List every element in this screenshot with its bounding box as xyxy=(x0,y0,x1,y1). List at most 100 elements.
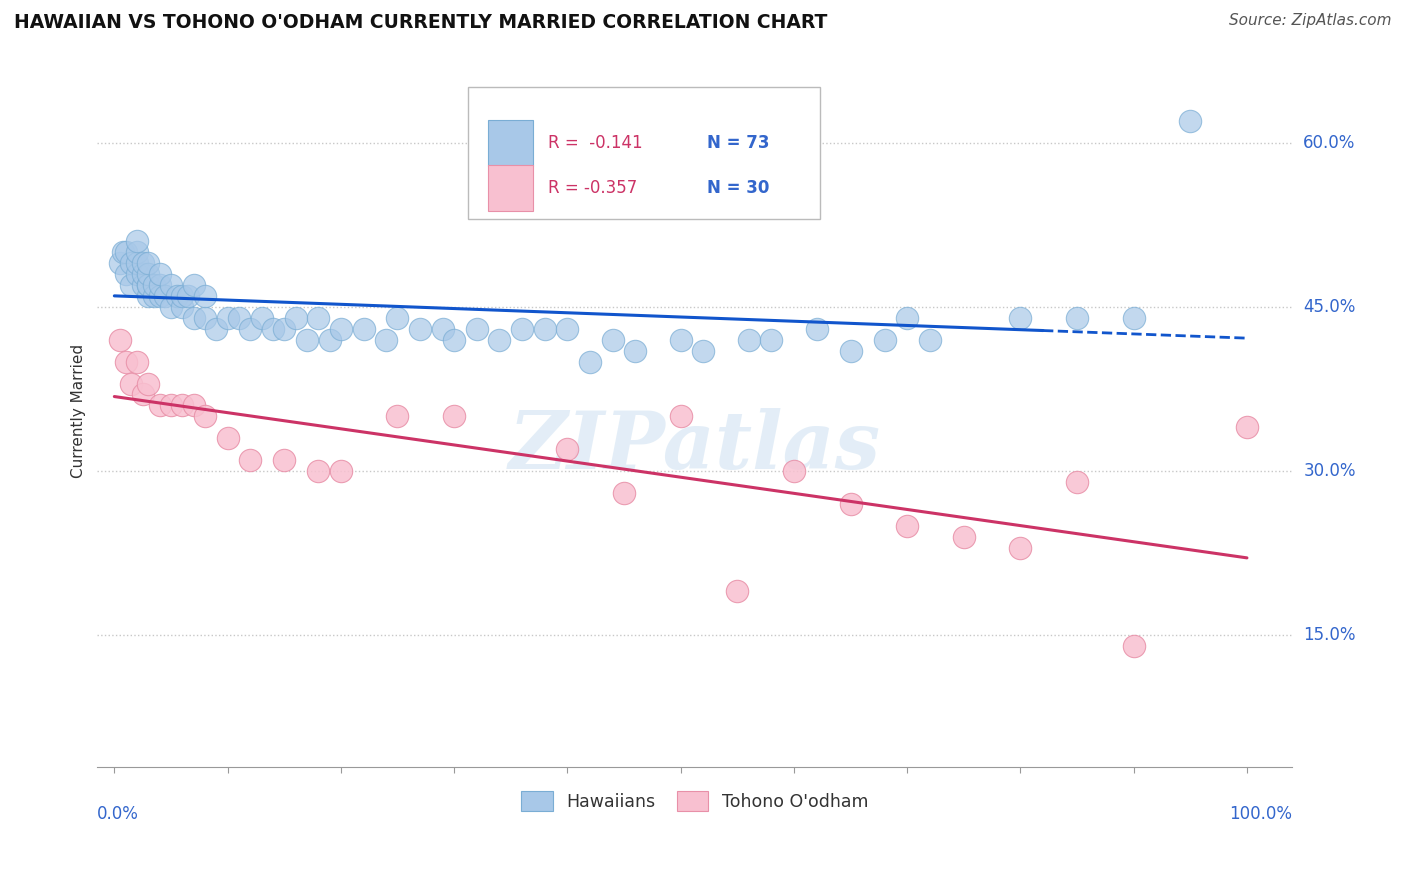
Point xyxy=(896,310,918,325)
Point xyxy=(1010,541,1032,555)
Point xyxy=(1122,639,1144,653)
Point xyxy=(125,245,148,260)
Point xyxy=(432,322,454,336)
Point xyxy=(918,333,941,347)
Point xyxy=(1122,310,1144,325)
Point xyxy=(131,256,153,270)
Text: R =  -0.141: R = -0.141 xyxy=(548,134,643,152)
Point xyxy=(160,300,183,314)
Point xyxy=(114,267,136,281)
Point xyxy=(143,277,166,292)
Point xyxy=(143,289,166,303)
Point xyxy=(183,310,205,325)
Point xyxy=(172,289,194,303)
Point xyxy=(273,322,295,336)
Point xyxy=(488,333,510,347)
Bar xyxy=(488,120,533,166)
Point xyxy=(1236,420,1258,434)
Point xyxy=(136,277,159,292)
Point xyxy=(131,277,153,292)
Point xyxy=(239,322,262,336)
Point xyxy=(228,310,250,325)
Point xyxy=(1180,113,1202,128)
Point xyxy=(284,310,307,325)
Point xyxy=(295,333,318,347)
Point xyxy=(510,322,533,336)
Point xyxy=(353,322,375,336)
Text: Source: ZipAtlas.com: Source: ZipAtlas.com xyxy=(1229,13,1392,29)
Point xyxy=(602,333,624,347)
Point xyxy=(557,442,579,457)
Point xyxy=(217,310,239,325)
Point xyxy=(194,409,217,424)
Point xyxy=(329,464,352,478)
Point xyxy=(273,453,295,467)
Point xyxy=(125,354,148,368)
Point xyxy=(160,277,183,292)
Text: 60.0%: 60.0% xyxy=(1303,134,1355,152)
Point xyxy=(783,464,806,478)
Point xyxy=(125,267,148,281)
Point xyxy=(307,310,329,325)
Point xyxy=(624,343,647,358)
Text: 30.0%: 30.0% xyxy=(1303,462,1355,480)
Point xyxy=(669,409,692,424)
Bar xyxy=(488,165,533,211)
Point xyxy=(155,289,177,303)
Point xyxy=(761,333,783,347)
Point xyxy=(149,289,172,303)
Text: 0.0%: 0.0% xyxy=(97,805,139,823)
Point xyxy=(725,584,748,599)
Point xyxy=(131,267,153,281)
Point xyxy=(1066,475,1088,489)
Point xyxy=(318,333,340,347)
Point xyxy=(1066,310,1088,325)
Point xyxy=(131,387,153,401)
Point xyxy=(149,398,172,412)
Point xyxy=(262,322,284,336)
Point xyxy=(125,256,148,270)
Point xyxy=(737,333,759,347)
Point xyxy=(409,322,432,336)
Y-axis label: Currently Married: Currently Married xyxy=(72,343,86,478)
Text: ZIPatlas: ZIPatlas xyxy=(509,408,880,485)
Point xyxy=(166,289,188,303)
Point xyxy=(1010,310,1032,325)
Point xyxy=(839,497,862,511)
Point xyxy=(194,310,217,325)
Point xyxy=(120,376,142,391)
Point xyxy=(465,322,488,336)
Point xyxy=(806,322,828,336)
Text: 100.0%: 100.0% xyxy=(1229,805,1292,823)
Point xyxy=(613,486,636,500)
Text: N = 30: N = 30 xyxy=(707,178,769,197)
Point xyxy=(329,322,352,336)
Point xyxy=(205,322,228,336)
Text: 45.0%: 45.0% xyxy=(1303,298,1355,316)
Text: N = 73: N = 73 xyxy=(707,134,769,152)
Point xyxy=(557,322,579,336)
Point xyxy=(120,256,142,270)
Point xyxy=(108,333,131,347)
Point xyxy=(136,267,159,281)
Point xyxy=(136,277,159,292)
Text: 15.0%: 15.0% xyxy=(1303,626,1355,644)
Point xyxy=(896,518,918,533)
Point xyxy=(172,398,194,412)
Point xyxy=(239,453,262,467)
Point xyxy=(250,310,273,325)
Point xyxy=(387,310,409,325)
Point xyxy=(136,256,159,270)
Point xyxy=(114,245,136,260)
FancyBboxPatch shape xyxy=(468,87,820,219)
Point xyxy=(873,333,896,347)
Point xyxy=(120,277,142,292)
Point xyxy=(307,464,329,478)
Point xyxy=(952,530,974,544)
Point xyxy=(443,409,465,424)
Point xyxy=(669,333,692,347)
Point xyxy=(375,333,398,347)
Point xyxy=(387,409,409,424)
Point xyxy=(217,431,239,445)
Point xyxy=(183,398,205,412)
